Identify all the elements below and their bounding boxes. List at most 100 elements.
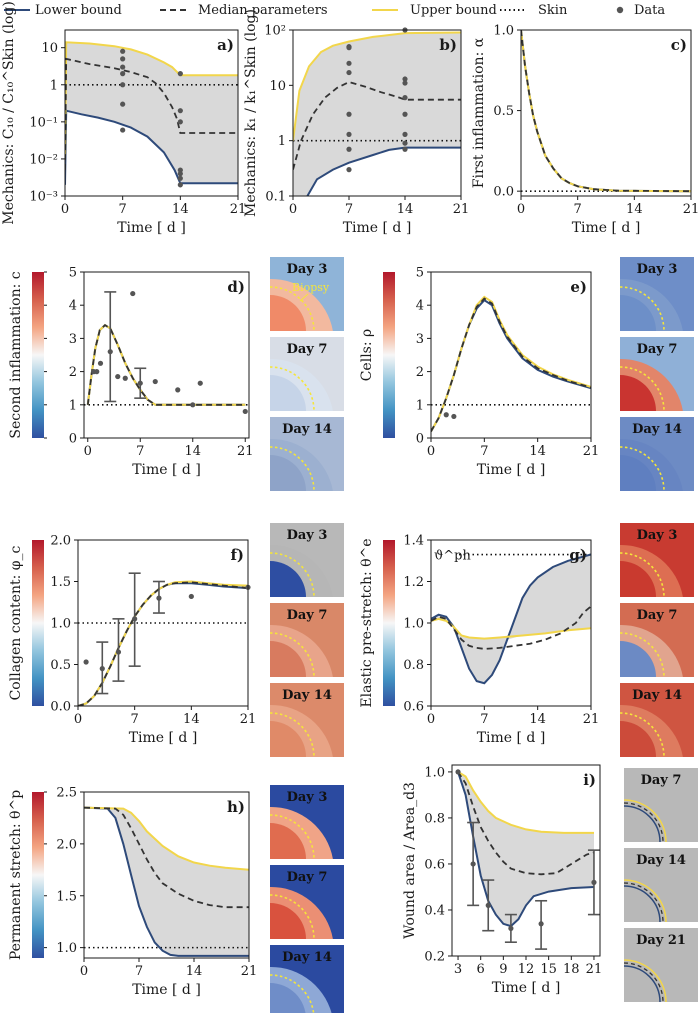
inset-day-3: Day 3 Biopsy — [269, 257, 344, 332]
inset-day-label: Day 3 — [637, 262, 678, 277]
data-point — [346, 60, 352, 66]
x-tick-label: 0 — [74, 712, 82, 727]
x-tick-label: 7 — [136, 444, 144, 459]
inset-day-7: Day 7 — [619, 603, 694, 678]
inset-day-label: Day 14 — [632, 688, 682, 703]
upper-bound-line — [431, 295, 591, 432]
x-axis-label: Time [ d ] — [343, 220, 412, 236]
panel-label: c) — [671, 36, 687, 54]
x-axis-label: Time [ d ] — [572, 220, 641, 236]
data-point — [402, 146, 408, 152]
y-tick-label: 0.2 — [424, 950, 445, 965]
y-tick-label: 0.8 — [403, 658, 424, 673]
x-tick-label: 0 — [517, 202, 525, 217]
lower-bound-line — [457, 771, 595, 928]
inset-day-label: Day 14 — [282, 688, 332, 703]
uncertainty-band — [431, 554, 591, 684]
data-point — [346, 166, 352, 173]
data-point — [120, 71, 126, 77]
y-tick-label: 4 — [416, 299, 424, 314]
y-tick-label: 10 — [41, 41, 58, 56]
x-tick-label: 21 — [230, 202, 247, 217]
x-tick-label: 12 — [518, 962, 535, 977]
biopsy-outline — [269, 366, 315, 412]
inset-day-label: Day 14 — [636, 853, 686, 868]
y-tick-label: 10 — [269, 79, 286, 94]
axes-frame — [520, 29, 692, 197]
panel-a: 0 7 14 21 10⁻³ 10⁻² 10⁻¹ 1 10 Time [ d ] Mechanics… — [1, 1, 246, 236]
y-tick-label: 5 — [416, 266, 424, 281]
biopsy-outline — [619, 366, 665, 412]
legend-median-label: Median parameters — [198, 3, 328, 18]
wound-region — [270, 721, 306, 757]
x-tick-label: 7 — [135, 964, 143, 979]
x-tick-label: 7 — [131, 712, 139, 727]
y-tick-label: 1 — [69, 398, 77, 413]
median-line — [431, 297, 591, 432]
inset-day-label: Day 7 — [637, 608, 678, 623]
y-tick-label: 0.8 — [424, 811, 445, 826]
x-tick-label: 14 — [183, 712, 200, 727]
y-tick-label: 1.0 — [403, 617, 424, 632]
data-point — [242, 408, 248, 415]
data-point — [402, 76, 408, 82]
x-tick-label: 7 — [480, 712, 488, 727]
colorbar — [32, 540, 44, 706]
y-tick-label: 1.5 — [56, 889, 77, 904]
y-tick-label: 1 — [416, 398, 424, 413]
wound-region — [624, 806, 660, 842]
inset-day-label: Day 7 — [637, 342, 678, 357]
inset-day-14: Day 14 — [269, 945, 344, 1013]
data-point — [402, 140, 408, 146]
wound-region — [270, 561, 306, 597]
data-point — [346, 69, 352, 76]
x-tick-label: 21 — [683, 202, 700, 217]
plot-area-g — [431, 553, 591, 685]
data-point — [177, 167, 183, 173]
x-tick-label: 0 — [427, 444, 435, 459]
wound-region — [620, 721, 656, 757]
data-point — [177, 71, 183, 77]
wound-region — [620, 561, 656, 597]
wound-region — [620, 375, 656, 411]
data-point — [120, 82, 126, 88]
uncertainty-band — [293, 32, 461, 196]
legend-data-label: Data — [634, 3, 665, 18]
panel-label: h) — [227, 798, 245, 816]
data-point — [120, 56, 126, 62]
x-axis-label: Time [ d ] — [477, 462, 546, 478]
median-line — [521, 30, 691, 193]
y-axis-label: Mechanics: C₁₀ / C₁₀^Skin (log) — [1, 1, 17, 225]
x-tick-label: 6 — [477, 962, 485, 977]
data-point — [346, 131, 352, 137]
data-point — [120, 48, 126, 54]
x-tick-label: 0 — [61, 202, 69, 217]
biopsy-outline — [269, 894, 315, 940]
data-point — [402, 131, 408, 137]
axes-frame — [292, 29, 462, 197]
upper-bound-line — [293, 31, 461, 141]
inset-day-label: Day 14 — [632, 422, 682, 437]
y-axis-label: Permanent stretch: θ^p — [8, 790, 24, 960]
upper-bound-line — [521, 30, 691, 193]
y-axis-label: Wound area / Area_d3 — [402, 782, 418, 939]
data-point — [177, 108, 183, 114]
panel-i: 3 6 9 12 15 18 21 0.2 0.4 0.6 0.8 1.0 Time [ d ] Woun… — [402, 764, 698, 1003]
biopsy-outline — [619, 712, 665, 758]
median-line — [293, 81, 461, 170]
plot-area-i — [457, 771, 595, 928]
inset-day-label: Day 7 — [641, 773, 682, 788]
wound-outline-median — [623, 802, 664, 843]
data-point — [591, 879, 597, 885]
data-point — [120, 127, 126, 133]
data-point — [177, 175, 183, 181]
wound-outline-lower — [623, 885, 661, 923]
lower-bound-line — [84, 806, 249, 957]
plot-area-e — [431, 295, 591, 432]
y-axis-label: Collagen content: φ_c — [8, 545, 24, 700]
y-tick-label: 0.6 — [403, 700, 424, 715]
x-axis-label: Time [ d ] — [492, 980, 561, 996]
y-axis-label: Cells: ρ — [359, 329, 375, 382]
upper-bound-line — [457, 771, 594, 834]
